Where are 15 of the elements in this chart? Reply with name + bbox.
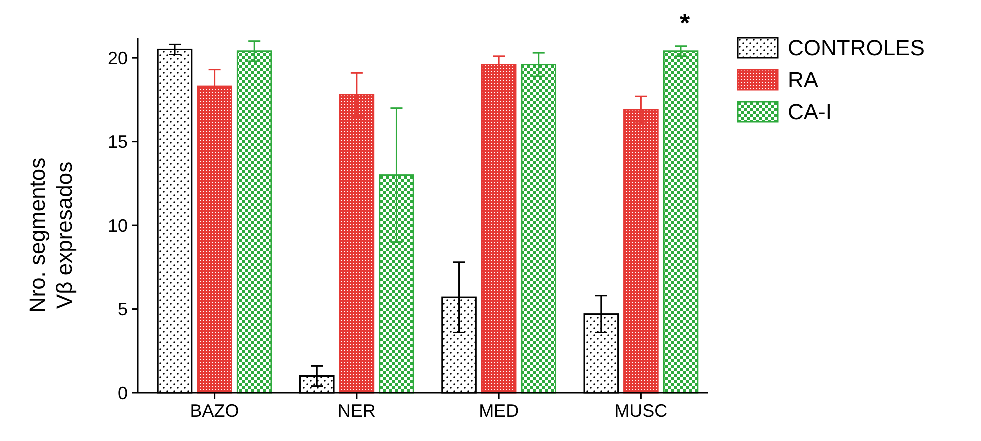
x-tick-label: NER <box>338 401 376 421</box>
y-tick-label: 20 <box>108 48 128 68</box>
y-tick-label: 15 <box>108 132 128 152</box>
y-tick-label: 5 <box>118 300 128 320</box>
legend-label: CA-I <box>788 100 832 125</box>
y-tick-label: 0 <box>118 383 128 404</box>
x-tick-label: BAZO <box>190 401 240 421</box>
legend-label: CONTROLES <box>788 36 925 61</box>
y-tick-label: 10 <box>108 216 128 236</box>
x-tick-label: MED <box>479 401 520 421</box>
legend-label: RA <box>788 68 819 93</box>
y-axis-title: Nro. segmentos Vβ expresados <box>25 158 77 314</box>
annotation: * <box>680 8 692 38</box>
x-tick-label: MUSC <box>614 401 668 421</box>
bar <box>663 50 699 394</box>
